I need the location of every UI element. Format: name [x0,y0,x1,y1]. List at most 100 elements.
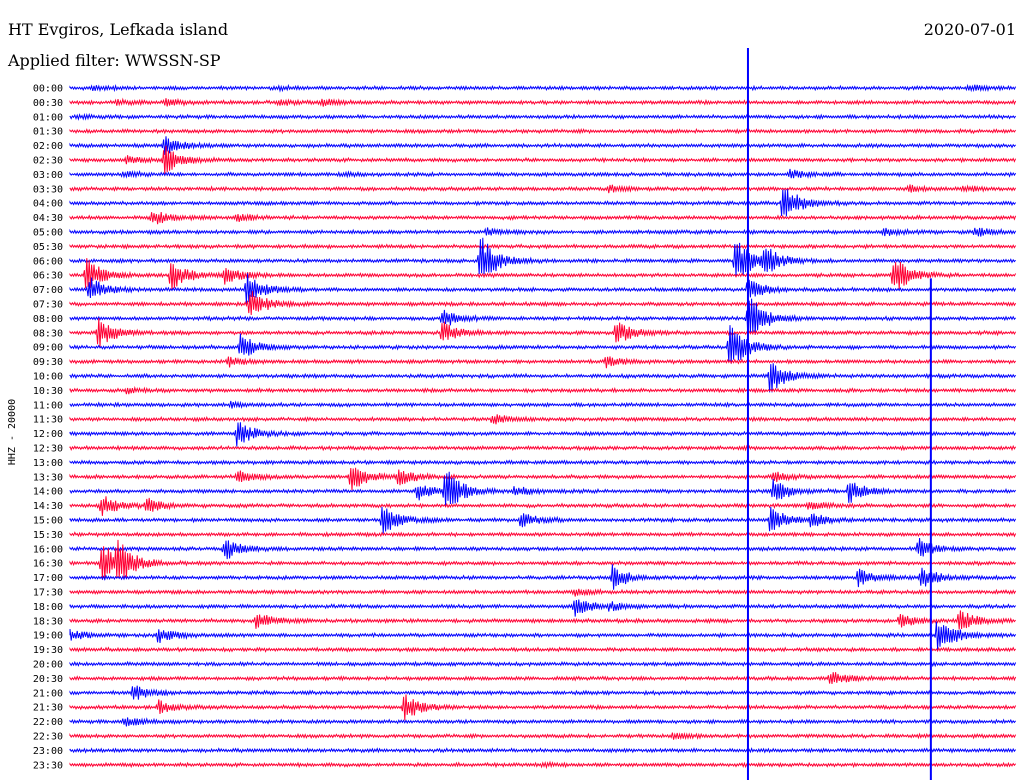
trace-line [69,444,1017,452]
row-label: 09:30 [33,357,63,368]
trace-line [69,496,1017,516]
trace-line [69,258,1017,291]
row-label: 15:30 [33,530,63,541]
trace-line [69,531,1017,538]
trace-line [69,400,1017,409]
row-label: 20:30 [33,674,63,685]
row-label: 11:00 [33,400,63,411]
trace-line [69,506,1017,534]
trace-line [69,363,1017,393]
row-label: 02:00 [33,141,63,152]
trace-line [69,599,1016,617]
row-label: 18:30 [33,616,63,627]
trace-line [69,237,1016,277]
trace-line [69,127,1017,135]
trace-line [69,318,1017,347]
row-label: 12:00 [33,429,63,440]
row-label: 23:30 [33,760,63,771]
trace-line [69,145,1017,175]
trace-line [69,385,1017,395]
trace-line [69,539,1016,580]
trace-line [69,83,1017,93]
trace-line [69,588,1017,597]
trace-line [69,660,1017,668]
row-label: 06:30 [33,271,63,282]
trace-line [69,211,1017,225]
row-label: 13:30 [33,472,63,483]
row-label: 14:30 [33,501,63,512]
trace-line [69,672,1017,685]
row-label: 18:00 [33,602,63,613]
filter-label: Applied filter: WWSSN-SP [8,51,221,70]
trace-line [69,471,1017,506]
trace-line [69,646,1016,653]
trace-line [69,227,1017,237]
row-label: 17:30 [33,588,63,599]
row-label: 07:00 [33,285,63,296]
row-label: 00:00 [33,84,63,95]
row-label: 23:00 [33,746,63,757]
row-label: 08:30 [33,328,63,339]
trace-line [69,467,1017,491]
row-label: 04:00 [33,199,63,210]
trace-line [69,298,1016,341]
trace-line [69,610,1016,630]
row-label: 02:30 [33,156,63,167]
station-title: HT Evgiros, Lefkada island [8,20,229,39]
trace-line [69,325,1017,364]
trace-line [69,168,1017,179]
trace-line [69,717,1016,727]
trace-line [69,243,1017,250]
row-label: 10:00 [33,372,63,383]
date-label: 2020-07-01 [923,20,1016,39]
row-label: 21:00 [33,688,63,699]
trace-line [69,189,1017,217]
trace-line [69,422,1017,447]
row-label: 00:30 [33,98,63,109]
row-label: 04:30 [33,213,63,224]
row-label: 15:00 [33,516,63,527]
row-label: 20:00 [33,660,63,671]
row-label: 16:30 [33,559,63,570]
row-label: 05:30 [33,242,63,253]
trace-line [69,685,1017,700]
row-label: 22:30 [33,732,63,743]
trace-line [69,136,1016,155]
row-label: 01:00 [33,112,63,123]
row-label: 11:30 [33,415,63,426]
row-label: 16:00 [33,544,63,555]
trace-line [69,273,1017,304]
trace-line [69,184,1017,194]
row-label: 19:00 [33,631,63,642]
trace-line [69,537,1017,560]
trace-line [69,291,1017,316]
trace-line [69,621,1017,650]
row-label: 17:00 [33,573,63,584]
trace-line [69,356,1017,369]
trace-line [69,414,1017,425]
trace-line [69,747,1016,754]
trace-line [69,112,1017,121]
trace-line [69,564,1017,590]
row-label: 07:30 [33,300,63,311]
row-label: 08:00 [33,314,63,325]
row-label: 19:30 [33,645,63,656]
row-label: 10:30 [33,386,63,397]
trace-line [69,459,1017,466]
row-label: 21:30 [33,703,63,714]
row-label: 05:00 [33,228,63,239]
trace-line [69,760,1016,770]
trace-line [69,731,1017,741]
row-label: 06:00 [33,256,63,267]
row-label: 14:00 [33,487,63,498]
row-label: 22:00 [33,717,63,728]
trace-line [69,97,1017,108]
row-label: 09:00 [33,343,63,354]
row-label: 01:30 [33,127,63,138]
row-label: 12:30 [33,444,63,455]
trace-line [69,694,1017,721]
row-label: 13:00 [33,458,63,469]
row-label: 03:30 [33,184,63,195]
row-label: 03:00 [33,170,63,181]
